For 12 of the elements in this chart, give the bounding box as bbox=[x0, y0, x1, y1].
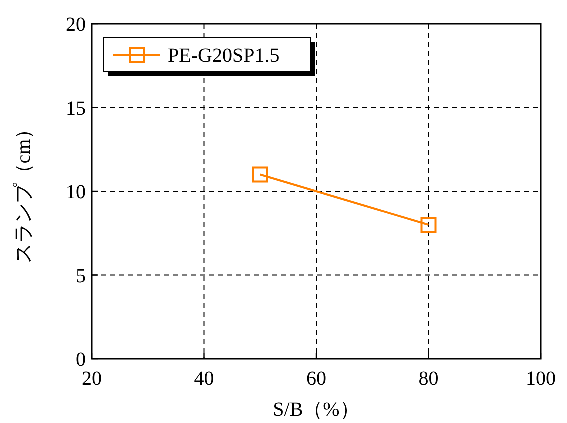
legend-label: PE-G20SP1.5 bbox=[168, 45, 280, 67]
x-tick-label: 100 bbox=[526, 368, 556, 390]
y-tick-label: 5 bbox=[76, 265, 86, 288]
x-tick-label: 80 bbox=[418, 368, 439, 390]
y-tick-label: 10 bbox=[66, 182, 86, 204]
y-tick-label: 20 bbox=[66, 14, 86, 36]
y-tick-label: 0 bbox=[76, 349, 86, 371]
y-tick-label: 15 bbox=[66, 98, 86, 120]
x-tick-label: 40 bbox=[194, 368, 214, 390]
y-axis-title: スランプ（cm） bbox=[13, 119, 35, 264]
x-tick-label: 60 bbox=[306, 368, 326, 390]
x-axis-title: S/B（%） bbox=[273, 399, 360, 421]
